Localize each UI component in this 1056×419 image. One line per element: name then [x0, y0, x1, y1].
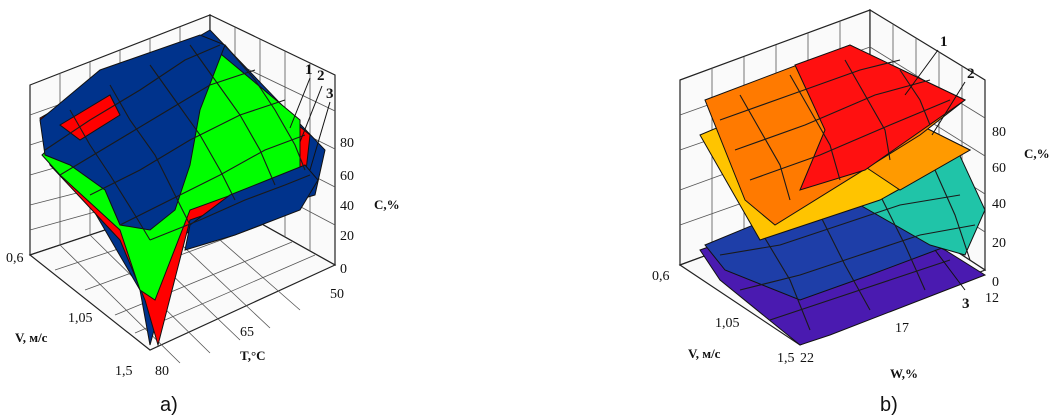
chart-b-x-label: V, м/с	[688, 346, 721, 361]
chart-b-z-tick: 60	[992, 161, 1006, 176]
chart-b-surface-label-3: 3	[962, 296, 970, 312]
chart-b-x-tick: 1,05	[715, 316, 740, 331]
chart-a-y-tick: 80	[155, 364, 169, 379]
chart-a-z-label: C,%	[374, 197, 400, 212]
chart-b-y-tick: 12	[985, 291, 999, 306]
chart-a-z-ticks: 0 20 40 60 80	[340, 136, 354, 277]
chart-b-z-tick: 40	[992, 197, 1006, 212]
chart-b-z-ticks: 0 20 40 60 80	[992, 125, 1006, 290]
chart-a-surface-3-right	[184, 164, 319, 251]
chart-a-z-tick: 80	[340, 136, 354, 151]
chart-b-x-ticks: 0,6 1,05 1,5	[652, 269, 795, 366]
chart-a-mesh	[44, 44, 311, 241]
chart-a-surface-label-3: 3	[326, 86, 334, 102]
chart-b-surface-label-1: 1	[940, 34, 948, 50]
chart-a-y-label: T,°C	[240, 348, 266, 363]
chart-b-y-label: W,%	[890, 366, 918, 381]
chart-b-surface-label-2: 2	[967, 66, 975, 82]
chart-b-x-tick: 0,6	[652, 269, 670, 284]
chart-a-x-tick: 0,6	[6, 251, 24, 266]
chart-a-surface-labels: 1 2 3	[289, 62, 334, 171]
chart-b-z-label: C,%	[1024, 146, 1050, 161]
chart-a-surface-2-patch	[59, 94, 121, 141]
chart-b-y-tick: 22	[800, 351, 814, 366]
chart-b-x-tick: 1,5	[777, 351, 795, 366]
chart-b-surface-3-mesh	[719, 169, 976, 331]
chart-a-x-tick: 1,5	[115, 364, 133, 379]
chart-a-z-tick: 40	[340, 199, 354, 214]
chart-b-z-tick: 0	[992, 275, 999, 290]
chart-a-x-ticks: 0,6 1,05 1,5	[6, 251, 133, 379]
chart-a-z-tick: 60	[340, 169, 354, 184]
chart-b-surface-1-mesh	[719, 59, 951, 201]
chart-a-x-label: V, м/с	[15, 330, 48, 345]
chart-b: 0 20 40 60 80 C,% 0,6 1,05 1,5 V, м/с 22…	[652, 8, 1050, 416]
chart-b-y-ticks: 22 17 12	[800, 291, 999, 366]
chart-a-z-tick: 0	[340, 262, 347, 277]
chart-b-y-tick: 17	[895, 321, 909, 336]
chart-b-surface-1-red	[794, 44, 966, 191]
chart-a-x-tick: 1,05	[68, 311, 93, 326]
chart-a-caption: a)	[160, 394, 178, 416]
chart-a-surface-3-top	[39, 34, 226, 231]
chart-a-y-tick: 50	[330, 287, 344, 302]
chart-b-z-tick: 80	[992, 125, 1006, 140]
chart-a: 0 20 40 60 80 C,% 0,6 1,05 1,5 V, м/с 80…	[6, 14, 400, 416]
chart-a-surface-label-2: 2	[317, 68, 325, 84]
chart-b-surface-labels: 1 2 3	[904, 34, 975, 312]
chart-a-y-tick: 65	[240, 325, 254, 340]
chart-b-z-tick: 20	[992, 236, 1006, 251]
chart-b-caption: b)	[880, 394, 898, 416]
chart-a-z-tick: 20	[340, 229, 354, 244]
chart-a-y-ticks: 80 65 50	[155, 287, 344, 379]
chart-a-surface-label-1: 1	[305, 62, 313, 78]
